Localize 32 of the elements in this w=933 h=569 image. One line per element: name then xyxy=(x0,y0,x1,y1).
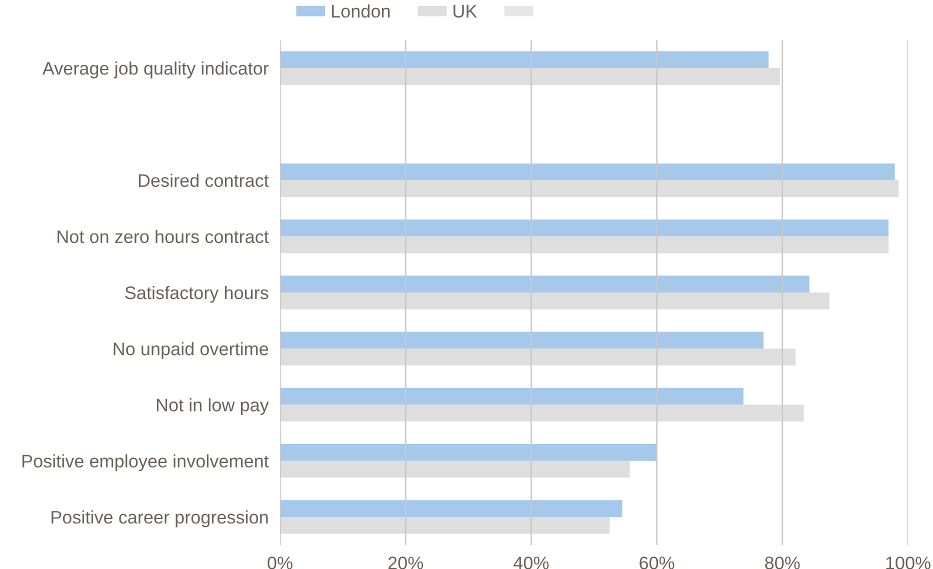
x-tick-label: 40% xyxy=(514,556,549,569)
y-tick-label: Desired contract xyxy=(138,174,269,187)
y-tick-label: Positive career progression xyxy=(52,510,268,528)
bar xyxy=(280,292,830,310)
bar xyxy=(280,500,622,517)
bar xyxy=(280,276,810,292)
legend-label: London xyxy=(332,4,390,18)
x-tick-label: 100% xyxy=(886,556,930,569)
bar xyxy=(280,332,764,349)
y-tick-label: Satisfactory hours xyxy=(125,286,268,303)
bar xyxy=(280,348,796,366)
y-tick-label: Average job quality indicator xyxy=(42,62,269,78)
x-tick-label: 20% xyxy=(388,556,424,569)
bar xyxy=(280,180,899,198)
bar xyxy=(280,404,804,422)
x-tick-label: 60% xyxy=(640,556,674,569)
y-tick-label: Positive employee involvement xyxy=(22,454,269,472)
bar xyxy=(280,444,657,461)
y-tick-label: No unpaid overtime xyxy=(114,342,268,359)
x-tick-label: 0% xyxy=(268,556,292,569)
x-tick-label: 80% xyxy=(765,556,800,569)
bar xyxy=(280,68,780,85)
bar xyxy=(280,516,610,534)
legend-label: UK xyxy=(454,5,478,18)
y-tick-label: Not in low pay xyxy=(156,398,269,416)
bar xyxy=(280,163,895,180)
bar xyxy=(280,460,630,478)
bar xyxy=(280,236,889,254)
y-tick-label: Not on zero hours contract xyxy=(58,230,269,244)
bar xyxy=(280,51,769,68)
bar xyxy=(280,220,889,236)
bar xyxy=(280,388,744,405)
